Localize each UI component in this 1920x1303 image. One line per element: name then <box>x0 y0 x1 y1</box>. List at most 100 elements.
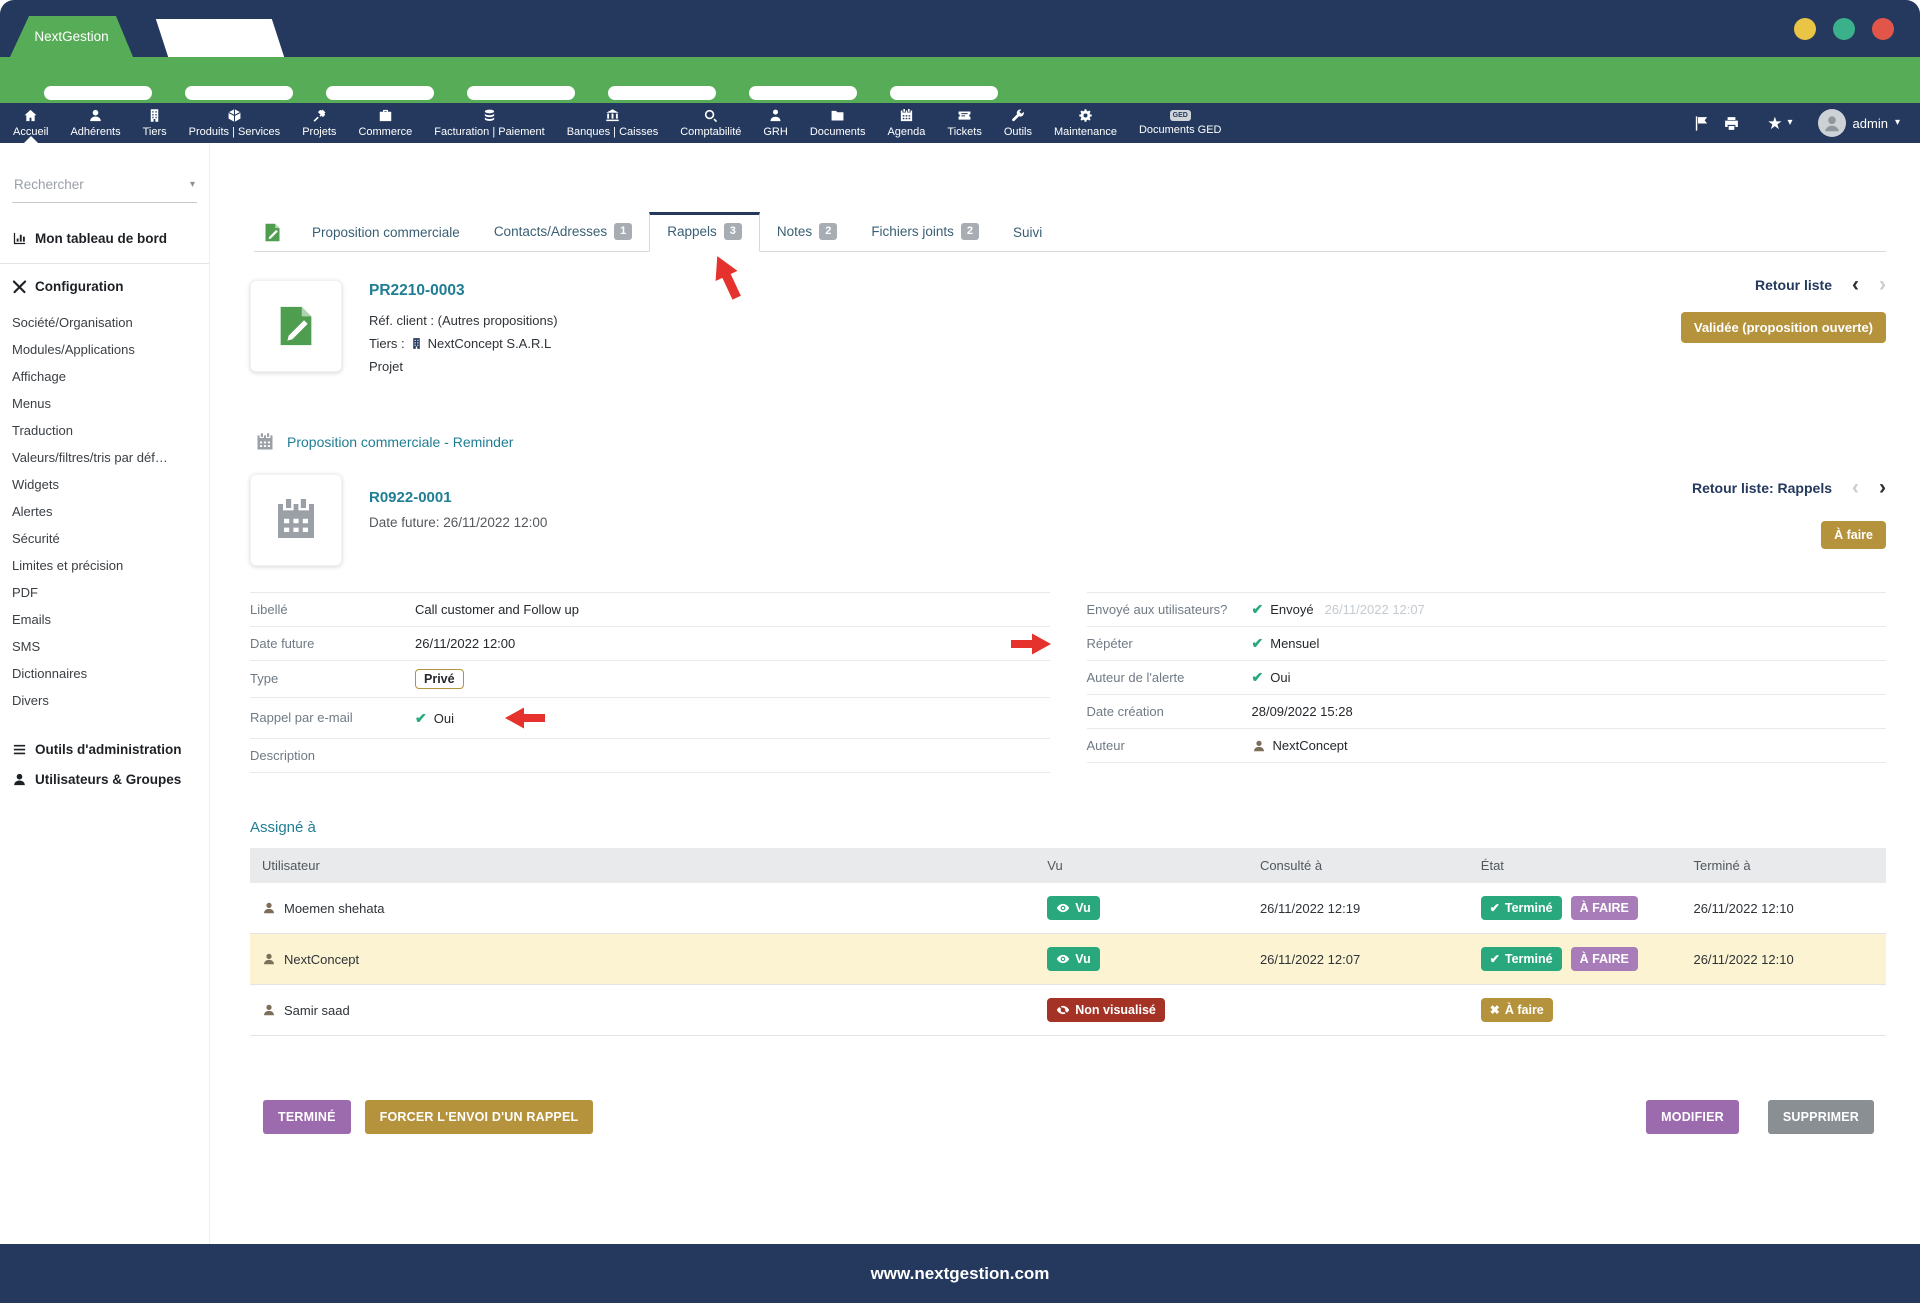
nav-item-documents[interactable]: Documents <box>799 103 877 143</box>
tab-suivi[interactable]: Suivi <box>996 215 1059 251</box>
sidebar-item-sms[interactable]: SMS <box>12 639 41 654</box>
star-icon: ★ <box>1767 113 1783 133</box>
retour-liste-rappels-link[interactable]: Retour liste: Rappels ‹ › <box>1692 477 1886 498</box>
menu-pill <box>608 86 716 100</box>
sidebar-item-widgets[interactable]: Widgets <box>12 477 59 492</box>
nav-item-banques-caisses[interactable]: Banques | Caisses <box>556 103 670 143</box>
a-faire-button[interactable]: À FAIRE <box>1570 947 1638 972</box>
nav-item-outils[interactable]: Outils <box>993 103 1043 143</box>
favorites-menu[interactable]: ★ ▾ <box>1767 115 1792 132</box>
sidebar-item-users-groups[interactable]: Utilisateurs & Groupes <box>0 772 209 787</box>
reminder-header: R0922-0001 Date future: 26/11/2022 12:00… <box>250 474 1886 567</box>
chevron-down-icon: ▾ <box>1787 117 1793 128</box>
user-cell[interactable]: Moemen shehata <box>262 901 1023 916</box>
sidebar-item-societe[interactable]: Société/Organisation <box>12 315 133 330</box>
sidebar-item-affichage[interactable]: Affichage <box>12 369 66 384</box>
sidebar-item-dictionnaires[interactable]: Dictionnaires <box>12 666 88 681</box>
check-icon: ✔ <box>415 709 427 726</box>
coins-icon <box>482 108 497 123</box>
sidebar-item-pdf[interactable]: PDF <box>12 585 38 600</box>
sidebar-item-configuration[interactable]: Configuration <box>0 279 209 294</box>
tab-contacts-adresses[interactable]: Contacts/Adresses 1 <box>477 213 649 251</box>
nav-item-documents-ged[interactable]: GED Documents GED <box>1128 103 1233 143</box>
search-input[interactable]: Rechercher ▾ <box>12 173 197 203</box>
chevron-down-icon: ▾ <box>1894 117 1900 128</box>
breadcrumb-link[interactable]: Proposition commerciale - Reminder <box>287 434 514 451</box>
sidebar-item-modules[interactable]: Modules/Applications <box>12 342 135 357</box>
chevron-right-icon[interactable]: › <box>1879 273 1886 297</box>
user-cell[interactable]: NextConcept <box>262 952 1023 967</box>
nav-item-commerce[interactable]: Commerce <box>347 103 423 143</box>
sidebar-item-emails[interactable]: Emails <box>12 612 52 627</box>
sidebar-item-traduction[interactable]: Traduction <box>12 423 73 438</box>
tab-rappels[interactable]: Rappels 3 <box>649 212 760 252</box>
nav-item-agenda[interactable]: Agenda <box>876 103 936 143</box>
sidebar-item-divers[interactable]: Divers <box>12 693 49 708</box>
eye-icon <box>1056 952 1070 966</box>
status-button[interactable]: Validée (proposition ouverte) <box>1680 312 1886 344</box>
printer-icon[interactable] <box>1723 115 1740 132</box>
nav-item-adherents[interactable]: Adhérents <box>59 103 131 143</box>
retour-liste-link[interactable]: Retour liste ‹ › <box>1755 274 1886 295</box>
a-faire-button[interactable]: À FAIRE <box>1570 896 1638 921</box>
proposition-header: PR2210-0003 Réf. client : (Autres propos… <box>250 274 1886 378</box>
sidebar-item-menus[interactable]: Menus <box>12 396 52 411</box>
nav-label: Accueil <box>13 126 49 138</box>
ghost-tab <box>155 19 285 57</box>
user-menu[interactable]: admin ▾ <box>1817 109 1900 137</box>
proposition-icon-card <box>250 280 342 373</box>
chevron-left-icon[interactable]: ‹ <box>1852 476 1859 500</box>
chevron-left-icon[interactable]: ‹ <box>1852 273 1859 297</box>
details-left-column: Libellé Call customer and Follow up Date… <box>250 592 1050 774</box>
tab-fichiers-joints[interactable]: Fichiers joints 2 <box>854 213 996 251</box>
forcer-envoi-rappel-button[interactable]: FORCER L'ENVOI D'UN RAPPEL <box>364 1100 594 1135</box>
user-name: NextConcept <box>284 951 360 967</box>
check-icon: ✔ <box>1251 635 1264 652</box>
tab-notes[interactable]: Notes 2 <box>760 213 854 251</box>
sidebar-item-valeurs[interactable]: Valeurs/filtres/tris par déf… <box>12 450 168 465</box>
supprimer-button[interactable]: SUPPRIMER <box>1767 1100 1874 1135</box>
modifier-button[interactable]: MODIFIER <box>1646 1100 1739 1135</box>
maximize-button[interactable] <box>1833 18 1855 40</box>
divider <box>0 263 209 264</box>
flag-icon[interactable] <box>1693 115 1710 132</box>
nav-label: Facturation | Paiement <box>434 126 545 138</box>
reminder-details: Libellé Call customer and Follow up Date… <box>250 592 1886 774</box>
tab-label: Proposition commerciale <box>312 225 460 241</box>
nav-item-grh[interactable]: GRH <box>752 103 798 143</box>
sidebar-item-securite[interactable]: Sécurité <box>12 531 60 546</box>
folder-icon <box>830 108 845 123</box>
nav-item-tiers[interactable]: Tiers <box>132 103 178 143</box>
nav-label: Commerce <box>358 126 413 138</box>
sidebar-head-label: Mon tableau de bord <box>35 231 168 246</box>
sidebar-item-alertes[interactable]: Alertes <box>12 504 53 519</box>
minimize-button[interactable] <box>1794 18 1816 40</box>
nav-item-comptabilite[interactable]: Comptabilité <box>669 103 752 143</box>
nav-item-projets[interactable]: Projets <box>291 103 347 143</box>
nav-item-tickets[interactable]: Tickets <box>936 103 992 143</box>
termine-button[interactable]: TERMINÉ <box>263 1100 351 1135</box>
nav-item-accueil[interactable]: Accueil <box>2 103 59 143</box>
sidebar-item-dashboard[interactable]: Mon tableau de bord <box>0 231 209 246</box>
tab-proposition-commerciale[interactable]: Proposition commerciale <box>295 215 477 251</box>
tiers-label: Tiers : <box>369 336 405 352</box>
sidebar-item-admin-tools[interactable]: Outils d'administration <box>0 742 209 757</box>
nav-item-facturation-paiement[interactable]: Facturation | Paiement <box>423 103 555 143</box>
close-button[interactable] <box>1872 18 1894 40</box>
footer-url: www.nextgestion.com <box>870 1263 1050 1283</box>
nav-item-produits-services[interactable]: Produits | Services <box>178 103 292 143</box>
menu-list-icon <box>12 742 27 757</box>
chevron-right-icon[interactable]: › <box>1879 476 1886 500</box>
window-titlebar: NextGestion <box>0 0 1920 57</box>
sidebar-item-limites[interactable]: Limites et précision <box>12 558 124 573</box>
check-icon: ✔ <box>1489 901 1500 916</box>
home-icon <box>23 108 38 123</box>
field-libelle: Libellé Call customer and Follow up <box>250 593 1050 628</box>
etat-cell: ✔ Terminé À FAIRE <box>1480 896 1670 921</box>
nav-item-maintenance[interactable]: Maintenance <box>1043 103 1128 143</box>
nav-label: Maintenance <box>1053 126 1117 138</box>
tiers-value[interactable]: NextConcept S.A.R.L <box>427 336 552 352</box>
menu-pill <box>44 86 152 100</box>
user-cell[interactable]: Samir saad <box>262 1003 1023 1018</box>
status-badge: À faire <box>1821 521 1886 550</box>
